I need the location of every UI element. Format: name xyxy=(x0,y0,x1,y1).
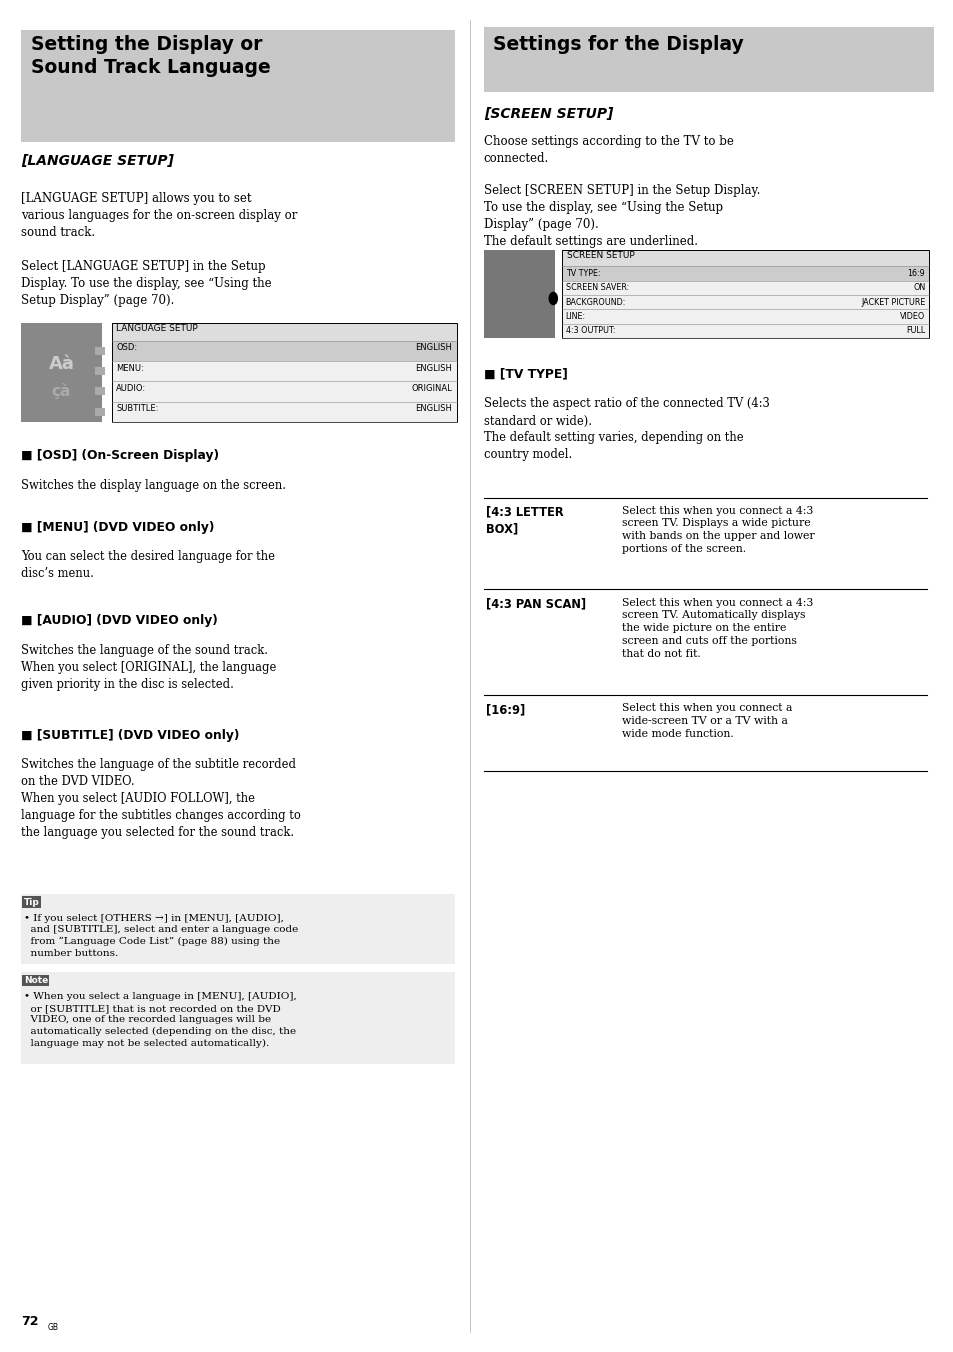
Text: 72: 72 xyxy=(21,1314,38,1328)
Bar xyxy=(95,368,105,376)
Text: Select this when you connect a 4:3
screen TV. Displays a wide picture
with bands: Select this when you connect a 4:3 scree… xyxy=(621,506,814,554)
Bar xyxy=(21,30,455,142)
Text: Select this when you connect a 4:3
screen TV. Automatically displays
the wide pi: Select this when you connect a 4:3 scree… xyxy=(621,598,813,658)
Text: 4:3 OUTPUT:: 4:3 OUTPUT: xyxy=(565,326,615,335)
Text: ■ [MENU] (DVD VIDEO only): ■ [MENU] (DVD VIDEO only) xyxy=(21,521,214,534)
Text: ORIGINAL: ORIGINAL xyxy=(411,384,452,393)
Text: • When you select a language in [MENU], [AUDIO],
  or [SUBTITLE] that is not rec: • When you select a language in [MENU], … xyxy=(24,992,296,1048)
Text: Select this when you connect a
wide-screen TV or a TV with a
wide mode function.: Select this when you connect a wide-scre… xyxy=(621,703,792,738)
Text: BACKGROUND:: BACKGROUND: xyxy=(565,297,625,307)
Text: ENGLISH: ENGLISH xyxy=(415,343,452,353)
Text: FULL: FULL xyxy=(905,326,924,335)
Text: Select [SCREEN SETUP] in the Setup Display.
To use the display, see “Using the S: Select [SCREEN SETUP] in the Setup Displ… xyxy=(483,184,760,247)
Bar xyxy=(561,250,928,338)
Text: Selects the aspect ratio of the connected TV (4:3
standard or wide).
The default: Selects the aspect ratio of the connecte… xyxy=(483,397,769,461)
Text: [4:3 PAN SCAN]: [4:3 PAN SCAN] xyxy=(485,598,585,611)
Bar xyxy=(561,250,928,266)
Text: Switches the display language on the screen.: Switches the display language on the scr… xyxy=(21,479,286,492)
Text: ■ [OSD] (On-Screen Display): ■ [OSD] (On-Screen Display) xyxy=(21,449,219,462)
Bar xyxy=(95,408,105,416)
Bar xyxy=(483,27,933,92)
Text: Setting the Display or
Sound Track Language: Setting the Display or Sound Track Langu… xyxy=(30,35,270,77)
Text: ■ [TV TYPE]: ■ [TV TYPE] xyxy=(483,368,567,381)
Bar xyxy=(112,323,456,341)
Text: ■ [SUBTITLE] (DVD VIDEO only): ■ [SUBTITLE] (DVD VIDEO only) xyxy=(21,729,239,742)
Circle shape xyxy=(548,292,558,306)
Text: LANGUAGE SETUP: LANGUAGE SETUP xyxy=(116,324,198,334)
Bar xyxy=(112,381,456,402)
Text: [LANGUAGE SETUP] allows you to set
various languages for the on-screen display o: [LANGUAGE SETUP] allows you to set vario… xyxy=(21,192,297,239)
Bar xyxy=(561,266,928,281)
Text: [4:3 LETTER
BOX]: [4:3 LETTER BOX] xyxy=(485,506,562,535)
Text: VIDEO: VIDEO xyxy=(900,312,924,320)
Bar xyxy=(112,402,456,422)
Text: [LANGUAGE SETUP]: [LANGUAGE SETUP] xyxy=(21,154,173,168)
Bar xyxy=(561,295,928,310)
Text: AUDIO:: AUDIO: xyxy=(116,384,147,393)
Bar xyxy=(21,894,455,964)
Text: Switches the language of the sound track.
When you select [ORIGINAL], the langua: Switches the language of the sound track… xyxy=(21,644,276,691)
Bar xyxy=(561,323,928,338)
Text: Settings for the Display: Settings for the Display xyxy=(493,35,743,54)
Text: MENU:: MENU: xyxy=(116,364,144,373)
Text: SUBTITLE:: SUBTITLE: xyxy=(116,404,158,414)
Text: SCREEN SETUP: SCREEN SETUP xyxy=(566,251,634,261)
Text: ON: ON xyxy=(912,284,924,292)
Text: çà: çà xyxy=(51,384,71,399)
Bar xyxy=(112,323,456,422)
Text: Choose settings according to the TV to be
connected.: Choose settings according to the TV to b… xyxy=(483,135,733,165)
Text: SCREEN SAVER:: SCREEN SAVER: xyxy=(565,284,628,292)
Bar xyxy=(483,250,555,338)
Text: LINE:: LINE: xyxy=(565,312,585,320)
Text: [16:9]: [16:9] xyxy=(485,703,524,717)
Text: Aà: Aà xyxy=(49,356,74,373)
Text: Select [LANGUAGE SETUP] in the Setup
Display. To use the display, see “Using the: Select [LANGUAGE SETUP] in the Setup Dis… xyxy=(21,260,272,307)
Text: GB: GB xyxy=(48,1322,59,1332)
Bar xyxy=(21,972,455,1064)
Bar xyxy=(112,361,456,381)
Text: 16:9: 16:9 xyxy=(906,269,924,279)
Text: TV TYPE:: TV TYPE: xyxy=(565,269,599,279)
Text: [SCREEN SETUP]: [SCREEN SETUP] xyxy=(483,107,613,120)
Text: Note: Note xyxy=(24,976,48,986)
Text: • If you select [OTHERS →] in [MENU], [AUDIO],
  and [SUBTITLE], select and ente: • If you select [OTHERS →] in [MENU], [A… xyxy=(24,914,297,957)
Bar xyxy=(561,310,928,323)
Bar xyxy=(561,281,928,295)
Text: Tip: Tip xyxy=(24,898,40,907)
Text: ENGLISH: ENGLISH xyxy=(415,364,452,373)
Bar xyxy=(112,341,456,361)
Bar xyxy=(95,347,105,356)
Text: OSD:: OSD: xyxy=(116,343,137,353)
Text: JACKET PICTURE: JACKET PICTURE xyxy=(861,297,924,307)
Text: You can select the desired language for the
disc’s menu.: You can select the desired language for … xyxy=(21,550,274,580)
Text: ENGLISH: ENGLISH xyxy=(415,404,452,414)
Bar xyxy=(21,323,102,422)
Text: ■ [AUDIO] (DVD VIDEO only): ■ [AUDIO] (DVD VIDEO only) xyxy=(21,614,217,627)
Text: Switches the language of the subtitle recorded
on the DVD VIDEO.
When you select: Switches the language of the subtitle re… xyxy=(21,758,300,840)
Bar xyxy=(95,388,105,396)
